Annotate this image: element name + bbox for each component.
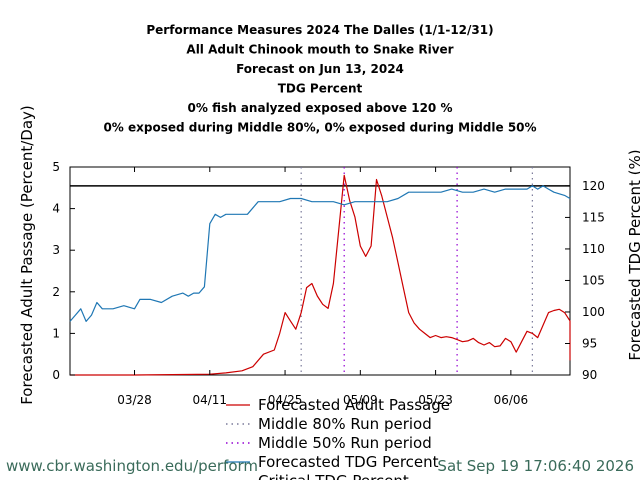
series-layer	[69, 174, 571, 376]
title-line-4: TDG Percent	[278, 82, 363, 96]
title-line-3: Forecast on Jun 13, 2024	[236, 62, 404, 76]
title-line-5: 0% fish analyzed exposed above 120 %	[188, 101, 453, 115]
legend-label: Middle 80% Run period	[258, 415, 432, 433]
x-tick-label: 05/09	[343, 393, 378, 407]
y-tick-label: 3	[52, 243, 60, 257]
y2-axis-label: Forecasted TDG Percent (%)	[626, 149, 640, 360]
y-tick-label: 2	[52, 285, 60, 299]
y2-tick-label: 100	[582, 305, 605, 319]
y-tick-label: 4	[52, 202, 60, 216]
y2-tick-label: 95	[582, 336, 597, 350]
plot-area	[69, 166, 571, 376]
y-tick-label: 5	[52, 160, 60, 174]
y2-tick-label: 120	[582, 179, 605, 193]
y-axis-ticks: 0 1 2 3 4 5	[52, 160, 75, 382]
legend-label: Middle 50% Run period	[258, 434, 432, 452]
y-tick-label: 0	[52, 368, 60, 382]
x-tick-label: 03/28	[117, 393, 152, 407]
chart-title-block: Performance Measures 2024 The Dalles (1/…	[103, 23, 536, 135]
x-tick-label: 05/23	[418, 393, 453, 407]
y2-tick-label: 105	[582, 273, 605, 287]
legend-label: Forecasted Adult Passage	[258, 396, 450, 414]
y2-tick-label: 115	[582, 210, 605, 224]
footer-timestamp: Sat Sep 19 17:06:40 2026	[437, 457, 634, 475]
y2-axis-ticks: 90 95 100 105 110 115 120	[565, 179, 605, 382]
title-line-6: 0% exposed during Middle 80%, 0% exposed…	[103, 121, 536, 135]
tdg-percent-series	[69, 185, 571, 322]
y2-tick-label: 110	[582, 242, 605, 256]
y2-tick-label: 90	[582, 368, 597, 382]
y-tick-label: 1	[52, 326, 60, 340]
legend-label: Forecasted TDG Percent	[258, 453, 439, 471]
adult-passage-series	[70, 174, 571, 376]
y-axis-label: Forecasted Adult Passage (Percent/Day)	[18, 105, 36, 405]
x-axis-ticks: 03/28 04/11 04/25 05/09 05/23 06/06	[117, 167, 528, 407]
x-tick-label: 06/06	[494, 393, 529, 407]
footer-url: www.cbr.washington.edu/perform	[6, 457, 258, 475]
title-line-1: Performance Measures 2024 The Dalles (1/…	[146, 23, 493, 37]
legend-label: Critical TDG Percent	[258, 472, 409, 480]
x-tick-label: 04/11	[192, 393, 227, 407]
title-line-2: All Adult Chinook mouth to Snake River	[186, 43, 453, 57]
x-tick-label: 04/25	[268, 393, 303, 407]
